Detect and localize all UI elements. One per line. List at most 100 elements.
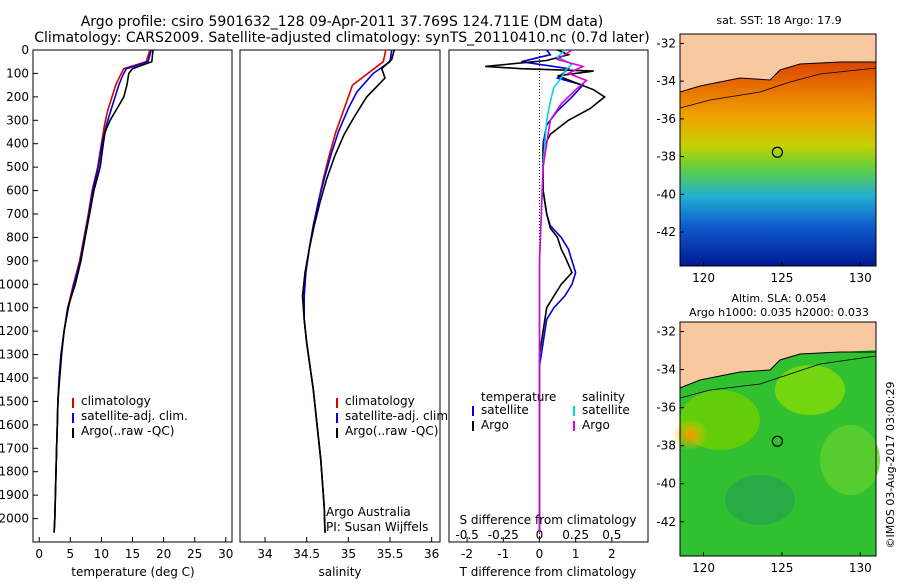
sla-anomaly [820, 425, 880, 495]
x-tick-label: 25 [187, 547, 202, 561]
x-tick-label: 35.5 [377, 547, 404, 561]
argo-position-marker-sla [771, 435, 783, 447]
temperature-legend: climatology satellite-adj. clim. Argo(..… [72, 394, 188, 438]
y-tick-label: 1700 [0, 441, 29, 455]
x-tick-label: 35 [341, 547, 356, 561]
sla-anomaly [725, 475, 795, 525]
x-tick-label: 5 [66, 547, 74, 561]
sla-anomaly [672, 419, 708, 451]
x-tick-label: 1 [572, 547, 580, 561]
s-diff-tick-label: 0 [536, 528, 544, 542]
salinity-xlabel: salinity [318, 565, 361, 579]
salinity-x-axis: 34 34.5 35 35.5 36 [257, 537, 439, 561]
t-difference-xlabel: T difference from climatology [459, 565, 637, 579]
temperature-panel: 0100200300400500600700800900100011001200… [0, 43, 233, 579]
x-tick-label: 34 [257, 547, 272, 561]
isobath-sst [679, 67, 877, 109]
y-tick-label: 1800 [0, 465, 29, 479]
s-diff-tick-label: -0.25 [488, 528, 519, 542]
credit-argo-australia: Argo Australia [326, 505, 411, 519]
legend-label-satellite: satellite-adj. clim. [81, 409, 188, 423]
sla-map-axes: 120 125 130 -32 -34 -36 -38 -40 -42 [656, 325, 871, 575]
sla-map-subtitle: Argo h1000: 0.035 h2000: 0.033 [689, 306, 869, 319]
map-y-tick-label: -40 [656, 187, 676, 201]
y-tick-label: 1100 [0, 301, 29, 315]
x-tick-label: 0 [35, 547, 43, 561]
y-tick-label: 700 [6, 207, 29, 221]
series-line-4 [538, 49, 589, 533]
australia-land-sla [680, 322, 876, 388]
argo-position-marker-sst [771, 146, 783, 158]
s-difference-x-axis: -0.5 -0.25 0 0.25 0.5 [455, 528, 621, 542]
salinity-series [301, 49, 395, 533]
map-y-tick-label: -38 [656, 150, 676, 164]
credit-pi: PI: Susan Wijffels [326, 520, 428, 534]
x-tick-label: -2 [461, 547, 473, 561]
sst-map-frame [679, 33, 877, 267]
salinity-panel: 34 34.5 35 35.5 36 salinity climatology sate… [239, 49, 452, 579]
y-tick-label: 500 [6, 160, 29, 174]
map-y-tick-label: -36 [656, 401, 676, 415]
series-line-3 [301, 49, 395, 533]
s-diff-tick-label: 0.25 [562, 528, 589, 542]
x-tick-label: 34.5 [293, 547, 320, 561]
x-tick-label: 15 [125, 547, 140, 561]
y-tick-label: 2000 [0, 512, 29, 526]
salinity-legend: climatology satellite-adj. clim. Argo(..… [336, 394, 452, 438]
s-difference-xlabel: S difference from climatology [460, 513, 637, 527]
map-x-tick-label: 130 [849, 271, 872, 285]
legend-label-t-satellite: satellite [481, 403, 529, 417]
sla-map-title: Altim. SLA: 0.054 [731, 292, 826, 305]
map-y-tick-label: -36 [656, 112, 676, 126]
map-y-tick-label: -34 [656, 363, 676, 377]
sst-map-axes: 120 125 130 -32 -34 -36 -38 -40 -42 [656, 36, 871, 285]
sst-map-title: sat. SST: 18 Argo: 17.9 [716, 14, 841, 27]
legend-label-climatology: climatology [345, 394, 415, 408]
difference-legend: temperature salinity satellite Argo sate… [472, 390, 630, 432]
y-tick-label: 600 [6, 184, 29, 198]
y-tick-label: 100 [6, 66, 29, 80]
y-tick-label: 1400 [0, 371, 29, 385]
map-y-tick-label: -32 [656, 325, 676, 339]
y-tick-label: 1000 [0, 277, 29, 291]
y-tick-label: 800 [6, 230, 29, 244]
sst-map-panel: sat. SST: 18 Argo: 17.9 120 125 130 -32 -34 -… [656, 14, 877, 285]
y-tick-label: 1500 [0, 394, 29, 408]
map-y-tick-label: -42 [656, 515, 676, 529]
coastline-sst [679, 61, 876, 93]
x-tick-label: 2 [608, 547, 616, 561]
map-y-tick-label: -42 [656, 225, 676, 239]
s-diff-tick-label: 0.5 [602, 528, 621, 542]
x-tick-label: 10 [94, 547, 109, 561]
y-tick-label: 900 [6, 254, 29, 268]
map-x-tick-label: 120 [692, 561, 715, 575]
map-x-tick-label: 120 [692, 271, 715, 285]
map-x-tick-label: 125 [770, 271, 793, 285]
sla-map-frame [679, 321, 877, 557]
isobath-sla [679, 355, 877, 399]
y-tick-label: 200 [6, 90, 29, 104]
x-tick-label: 0 [536, 547, 544, 561]
legend-label-argo: Argo(..raw -QC) [81, 424, 174, 438]
difference-series [485, 49, 606, 533]
x-tick-label: 30 [218, 547, 233, 561]
y-tick-label: 400 [6, 137, 29, 151]
legend-label-climatology: climatology [81, 394, 151, 408]
s-diff-tick-label: -0.5 [455, 528, 478, 542]
header-line1: Argo profile: csiro 5901632_128 09-Apr-2… [81, 14, 604, 30]
y-tick-label: 1300 [0, 348, 29, 362]
map-y-tick-label: -38 [656, 439, 676, 453]
series-line-3 [53, 49, 154, 533]
legend-header-salinity: salinity [582, 390, 625, 404]
temperature-series [53, 49, 154, 533]
x-tick-label: 20 [156, 547, 171, 561]
sla-map-panel: Altim. SLA: 0.054 Argo h1000: 0.035 h200… [656, 292, 880, 575]
legend-label-argo: Argo(..raw -QC) [345, 424, 438, 438]
y-tick-label: 1200 [0, 324, 29, 338]
legend-label-s-argo: Argo [582, 418, 610, 432]
difference-panel: -2 -1 0 1 2 -0.5 -0.25 0 0.25 0.5 S difference f… [448, 49, 649, 579]
y-tick-label: 1600 [0, 418, 29, 432]
map-y-tick-label: -34 [656, 74, 676, 88]
sla-anomaly [775, 365, 845, 415]
